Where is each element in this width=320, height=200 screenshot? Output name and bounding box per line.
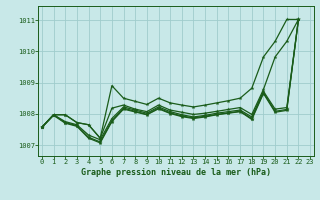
X-axis label: Graphe pression niveau de la mer (hPa): Graphe pression niveau de la mer (hPa) [81, 168, 271, 177]
